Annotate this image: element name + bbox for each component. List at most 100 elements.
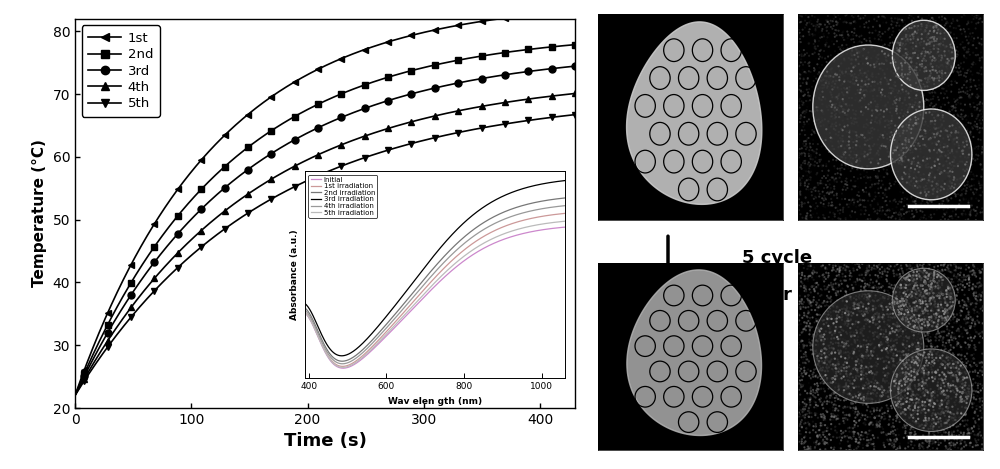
Point [932, 363, 948, 371]
Point [863, 128, 879, 135]
Point [913, 174, 929, 182]
Point [836, 397, 852, 404]
Point [821, 72, 837, 80]
Point [866, 315, 882, 323]
Point [921, 185, 937, 192]
Point [863, 382, 879, 390]
Point [939, 88, 955, 95]
Point [952, 367, 968, 375]
Point [945, 165, 961, 172]
Point [940, 404, 956, 412]
Point [842, 353, 858, 361]
Point [801, 180, 817, 188]
Point [882, 414, 898, 421]
Point [955, 333, 971, 340]
Point [824, 189, 840, 197]
Point [904, 290, 920, 298]
Point [909, 275, 925, 282]
Point [836, 340, 852, 347]
Point [950, 278, 966, 285]
Point [895, 215, 911, 222]
Point [969, 155, 985, 163]
2nd irradiation [421, 273, 433, 279]
Point [929, 303, 945, 310]
Point [803, 395, 819, 403]
Point [838, 446, 854, 454]
Point [858, 68, 874, 76]
Point [798, 304, 814, 311]
Point [906, 434, 922, 441]
Point [827, 114, 843, 121]
Point [918, 24, 934, 31]
Point [909, 323, 925, 331]
Point [889, 15, 905, 22]
Point [961, 25, 977, 33]
Point [835, 327, 851, 334]
Point [920, 322, 936, 329]
Point [892, 45, 908, 52]
Point [845, 162, 861, 169]
Point [923, 277, 939, 285]
Point [972, 269, 988, 276]
Point [840, 416, 856, 424]
Point [910, 339, 926, 346]
Point [808, 365, 824, 372]
Point [910, 189, 926, 197]
Point [974, 204, 990, 212]
Point [916, 268, 932, 275]
Point [960, 181, 976, 188]
Point [888, 309, 904, 316]
Point [931, 286, 947, 293]
Point [841, 390, 857, 397]
Point [908, 346, 924, 354]
Point [874, 424, 890, 431]
Point [863, 132, 879, 139]
Point [948, 46, 964, 54]
Point [793, 382, 809, 389]
Point [861, 293, 877, 301]
Point [944, 48, 960, 56]
Point [840, 163, 856, 170]
Point [928, 283, 944, 290]
Point [964, 319, 980, 327]
Point [871, 167, 887, 175]
Point [897, 163, 913, 171]
Point [963, 313, 979, 321]
Point [932, 26, 948, 33]
Point [866, 297, 882, 305]
Point [893, 285, 909, 292]
Point [909, 357, 925, 365]
Point [968, 328, 984, 336]
Point [910, 435, 926, 442]
Point [831, 313, 847, 321]
Point [885, 328, 901, 335]
Point [891, 15, 907, 23]
Point [894, 357, 910, 364]
Point [968, 93, 984, 100]
Point [901, 335, 917, 342]
Point [794, 98, 810, 105]
Point [907, 166, 923, 174]
Point [923, 342, 939, 349]
Point [940, 435, 956, 443]
Point [949, 374, 965, 381]
Point [921, 272, 937, 280]
Point [792, 75, 808, 83]
Point [908, 116, 924, 124]
Point [796, 127, 812, 134]
Point [961, 429, 977, 437]
Point [896, 149, 912, 157]
Point [873, 413, 889, 420]
Point [898, 284, 914, 292]
Point [924, 366, 940, 373]
Point [941, 397, 957, 405]
Point [906, 101, 922, 109]
Point [872, 269, 888, 277]
Point [872, 406, 888, 413]
Point [851, 155, 867, 163]
Point [849, 74, 865, 81]
Point [899, 308, 915, 315]
Point [940, 182, 956, 189]
Point [883, 437, 899, 444]
Point [916, 381, 932, 388]
